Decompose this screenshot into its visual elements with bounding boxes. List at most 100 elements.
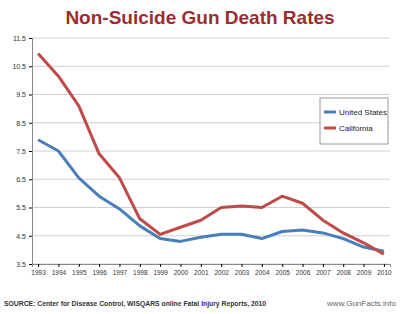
y-tick: 3.5: [16, 261, 32, 268]
x-tick-mark: [343, 264, 344, 267]
x-tick-mark: [262, 264, 263, 267]
plot: 3.54.55.56.57.58.59.510.511.519931994199…: [12, 35, 392, 276]
x-tick-label: 1999: [153, 269, 168, 276]
x-tick: 2009: [357, 264, 372, 276]
x-tick: 1997: [113, 264, 128, 276]
y-tick: 8.5: [16, 119, 32, 126]
legend-swatch: [324, 127, 336, 130]
y-tick-mark: [29, 236, 32, 237]
x-tick: 1996: [92, 264, 107, 276]
x-axis: 1993 1994 1995 1996 1997 1998 1999 2000 2001 2002…: [31, 264, 392, 276]
x-tick: 2010: [377, 264, 392, 276]
y-tick-mark: [29, 38, 32, 39]
x-tick-label: 2007: [316, 269, 331, 276]
x-tick-mark: [58, 264, 59, 267]
x-axis-line: [33, 265, 391, 268]
grid-line: [32, 38, 390, 39]
legend-label: California: [339, 124, 373, 133]
y-tick-mark: [29, 208, 32, 209]
y-tick-label: 3.5: [16, 261, 26, 268]
x-tick-mark: [79, 264, 80, 267]
y-tick-mark: [29, 66, 32, 67]
grid-line: [32, 94, 390, 95]
x-tick-mark: [303, 264, 304, 267]
x-tick: 1999: [153, 264, 168, 276]
x-tick-label: 2001: [194, 269, 209, 276]
y-tick-mark: [29, 123, 32, 124]
x-tick-mark: [282, 264, 283, 267]
x-tick-label: 1995: [72, 269, 87, 276]
x-tick-mark: [323, 264, 324, 267]
y-tick-label: 4.5: [16, 232, 26, 239]
x-tick: 2000: [174, 264, 189, 276]
legend-box: [320, 98, 388, 144]
x-tick-label: 2009: [357, 269, 372, 276]
grid-line: [32, 151, 390, 152]
x-tick-mark: [221, 264, 222, 267]
x-tick-label: 2005: [275, 269, 290, 276]
x-tick: 2007: [316, 264, 331, 276]
x-tick-label: 2000: [174, 269, 189, 276]
x-tick: 2008: [336, 264, 351, 276]
y-axis: 3.5 4.5 5.5 6.5 7.5 8.5 9.5 10.5 11.5: [12, 35, 32, 268]
title: Non-Suicide Gun Death Rates: [65, 7, 334, 28]
x-tick-mark: [242, 264, 243, 267]
grid: [32, 38, 390, 264]
y-tick-mark: [29, 151, 32, 152]
y-tick: 11.5: [13, 35, 32, 42]
x-tick-label: 2002: [214, 269, 229, 276]
grid-line: [32, 207, 390, 208]
x-tick-label: 2004: [255, 269, 270, 276]
y-axis-line: [29, 39, 33, 265]
lines: [38, 54, 384, 255]
y-tick: 9.5: [16, 91, 32, 98]
y-tick-label: 8.5: [16, 119, 26, 126]
legend-label: United States: [339, 108, 387, 117]
x-tick-label: 1998: [133, 269, 148, 276]
x-tick-mark: [119, 264, 120, 267]
y-tick-label: 11.5: [13, 35, 26, 42]
x-tick-mark: [99, 264, 100, 267]
x-tick-mark: [384, 264, 385, 267]
y-tick-mark: [29, 95, 32, 96]
y-tick: 7.5: [16, 148, 32, 155]
x-tick: 2005: [275, 264, 290, 276]
x-tick-label: 1994: [52, 269, 67, 276]
x-tick: 1998: [133, 264, 148, 276]
x-tick-mark: [160, 264, 161, 267]
x-tick-mark: [38, 264, 39, 267]
x-tick: 1993: [31, 264, 46, 276]
y-tick: 6.5: [16, 176, 32, 183]
x-tick: 2006: [296, 264, 311, 276]
y-tick-label: 9.5: [16, 91, 26, 98]
y-tick-label: 10.5: [12, 63, 26, 70]
grid-line: [32, 66, 390, 67]
x-tick: 2001: [194, 264, 209, 276]
x-tick-label: 2010: [377, 269, 392, 276]
series-line: [38, 140, 384, 252]
y-tick-mark: [29, 179, 32, 180]
x-tick-mark: [201, 264, 202, 267]
legend: United States California: [320, 98, 388, 144]
y-tick: 5.5: [16, 204, 32, 211]
y-tick: 10.5: [12, 63, 32, 70]
y-tick: 4.5: [16, 232, 32, 239]
x-tick: 1995: [72, 264, 87, 276]
x-tick-label: 1993: [31, 269, 46, 276]
x-tick-label: 2008: [336, 269, 351, 276]
credit: www.GunFacts.info: [326, 299, 396, 308]
y-tick-label: 7.5: [16, 148, 26, 155]
x-tick-mark: [180, 264, 181, 267]
x-tick-mark: [140, 264, 141, 267]
source: SOURCE: Center for Disease Control, WISQ…: [4, 300, 266, 308]
series-line: [38, 54, 384, 255]
legend-swatch: [324, 111, 336, 114]
chart: Non-Suicide Gun Death Rates 3.5 4.5 5.5 6.5 7…: [0, 0, 400, 314]
x-tick: 2002: [214, 264, 229, 276]
x-tick: 2004: [255, 264, 270, 276]
x-tick-label: 1997: [113, 269, 128, 276]
x-tick-label: 2006: [296, 269, 311, 276]
x-tick-label: 1996: [92, 269, 107, 276]
x-tick: 1994: [52, 264, 67, 276]
x-tick: 2003: [235, 264, 250, 276]
